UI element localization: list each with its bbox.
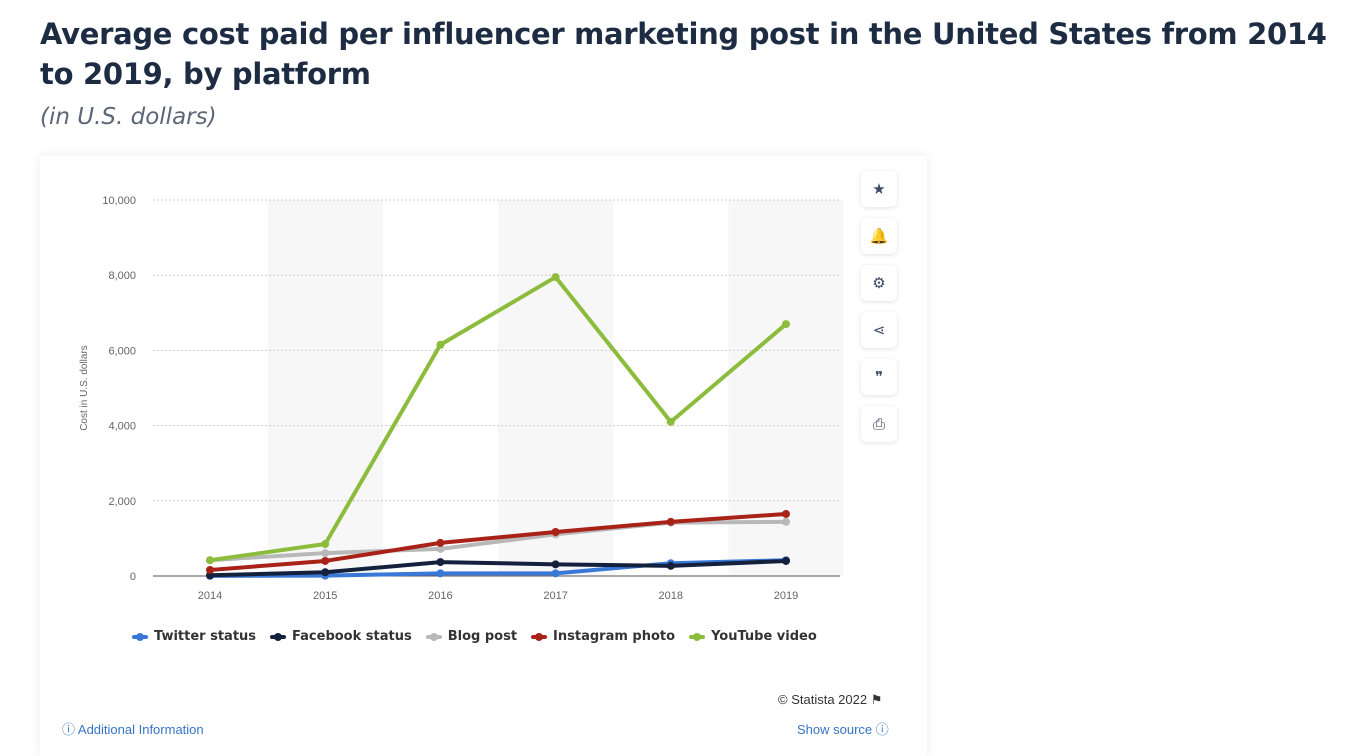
- legend-label: Twitter status: [154, 629, 257, 644]
- y-tick-label: 10,000: [102, 195, 136, 207]
- data-point: [206, 565, 214, 574]
- data-point: [551, 273, 560, 282]
- y-tick-label: 0: [130, 571, 136, 583]
- x-tick-label: 2018: [659, 590, 683, 602]
- statista-credit: © Statista 2022 ⚑: [778, 692, 883, 707]
- y-tick-label: 8,000: [108, 270, 136, 282]
- legend-label: Blog post: [447, 629, 518, 644]
- print-button[interactable]: ⎙: [861, 406, 897, 442]
- y-tick-label: 4,000: [108, 421, 136, 433]
- data-point: [666, 561, 675, 570]
- star-button[interactable]: ★: [861, 171, 897, 207]
- data-point: [782, 509, 790, 518]
- data-point: [551, 560, 560, 569]
- chart-card: 0 2,000 4,000 6,000 8,000 10,000 2014 2015 2016 2…: [40, 156, 927, 756]
- x-tick-label: 2014: [198, 590, 222, 602]
- data-point: [782, 320, 790, 329]
- legend-item[interactable]: YouTube video: [689, 629, 817, 644]
- x-tick-label: 2016: [428, 590, 452, 602]
- data-point: [321, 540, 330, 549]
- chart-legend: Twitter status Facebook status Blog post In…: [132, 629, 817, 644]
- data-point: [436, 340, 445, 349]
- data-point: [436, 538, 445, 547]
- share-icon: ⋖: [872, 322, 886, 339]
- data-point: [551, 569, 560, 578]
- bell-icon: 🔔: [869, 228, 889, 245]
- legend-item[interactable]: Instagram photo: [531, 629, 675, 644]
- gear-icon: ⚙: [872, 275, 886, 292]
- print-icon: ⎙: [872, 415, 885, 433]
- quote-button[interactable]: ❞: [861, 359, 897, 395]
- legend-swatch: [531, 632, 548, 641]
- legend-item[interactable]: Twitter status: [132, 629, 256, 644]
- data-point: [206, 556, 214, 565]
- page-subtitle: (in U.S. dollars): [40, 104, 217, 130]
- data-point: [436, 569, 445, 578]
- legend-label: YouTube video: [711, 629, 817, 644]
- column-band: [267, 200, 383, 576]
- y-tick-label: 6,000: [108, 345, 136, 357]
- share-button[interactable]: ⋖: [861, 312, 897, 348]
- data-point: [321, 549, 330, 558]
- legend-swatch: [270, 632, 287, 641]
- legend-label: Instagram photo: [553, 629, 676, 644]
- data-point: [782, 517, 790, 526]
- x-tick-label: 2017: [543, 590, 567, 602]
- y-tick-label: 2,000: [108, 496, 136, 508]
- data-point: [436, 544, 445, 553]
- data-point: [321, 556, 330, 565]
- series-line-facebook-status: [209, 558, 787, 578]
- legend-swatch: [425, 632, 442, 641]
- x-tick-label: 2019: [774, 590, 798, 602]
- bell-button[interactable]: 🔔: [861, 218, 897, 254]
- data-point: [321, 568, 330, 577]
- data-point: [436, 558, 445, 567]
- legend-swatch: [132, 632, 148, 641]
- data-point: [551, 528, 560, 537]
- legend-item[interactable]: Blog post: [425, 629, 518, 644]
- gear-button[interactable]: ⚙: [861, 265, 897, 301]
- y-axis-label: Cost in U.S. dollars: [79, 345, 90, 431]
- show-source-link[interactable]: Show source ⓘ: [797, 722, 889, 737]
- data-point: [782, 556, 790, 565]
- x-tick-label: 2015: [313, 590, 337, 602]
- data-point: [666, 417, 675, 426]
- additional-information-link[interactable]: ⓘ Additional Information: [62, 722, 204, 737]
- quote-icon: ❞: [874, 369, 884, 386]
- legend-swatch: [689, 632, 706, 641]
- line-chart: 0 2,000 4,000 6,000 8,000 10,000 2014 2015 2016 2…: [79, 195, 844, 602]
- data-point: [666, 517, 675, 526]
- legend-label: Facebook status: [292, 629, 412, 644]
- star-icon: ★: [872, 181, 886, 198]
- series-line-instagram-photo: [209, 511, 787, 572]
- page-title: Average cost paid per influencer marketi…: [40, 17, 1327, 91]
- column-band: [498, 200, 614, 576]
- legend-item[interactable]: Facebook status: [270, 629, 412, 644]
- series-line-twitter-status: [209, 558, 787, 578]
- series-line-youtube-video: [209, 275, 788, 563]
